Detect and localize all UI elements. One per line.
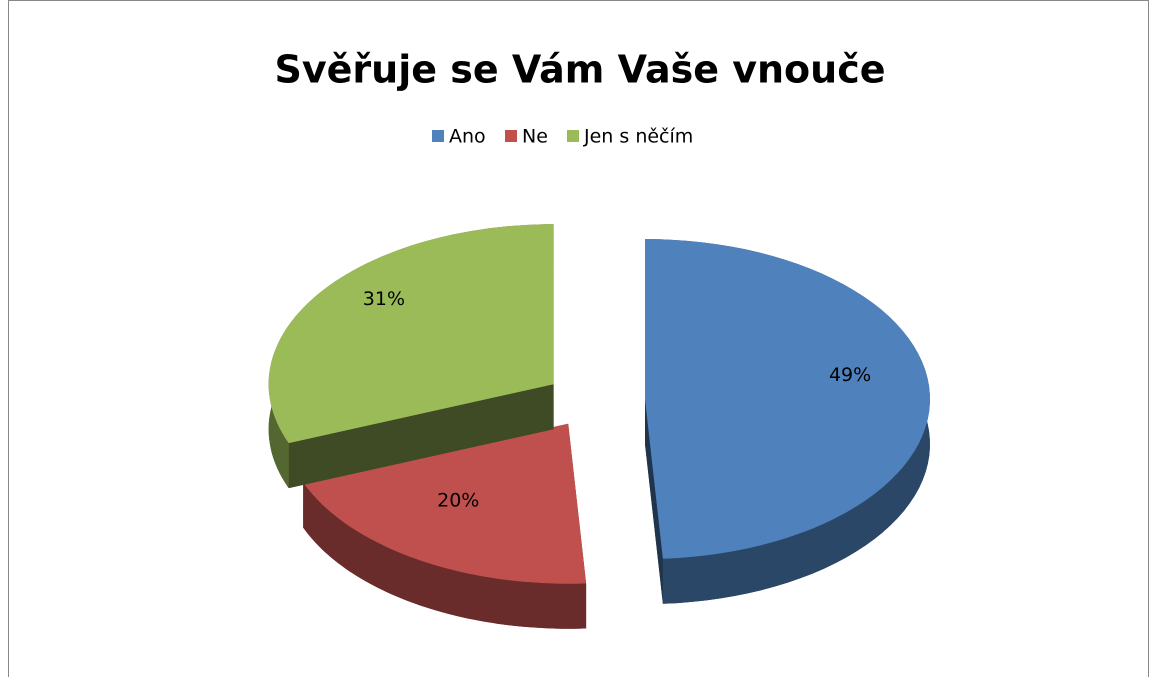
legend-label: Jen s něčím (583, 126, 693, 148)
slice-side (645, 399, 663, 604)
slice (303, 423, 587, 584)
legend-swatch (432, 130, 444, 142)
legend-label: Ano (449, 126, 486, 148)
slice (268, 224, 554, 444)
legend-label: Ne (522, 126, 548, 148)
slice-wall (303, 482, 587, 629)
data-label: 31% (363, 288, 405, 310)
chart-title: Svěřuje se Vám Vaše vnouče (274, 48, 885, 92)
legend-swatch (505, 130, 517, 142)
slice-side (288, 384, 554, 489)
slice (645, 239, 930, 559)
legend-swatch (567, 130, 579, 142)
data-label: 20% (437, 489, 479, 511)
data-label: 49% (829, 364, 871, 386)
